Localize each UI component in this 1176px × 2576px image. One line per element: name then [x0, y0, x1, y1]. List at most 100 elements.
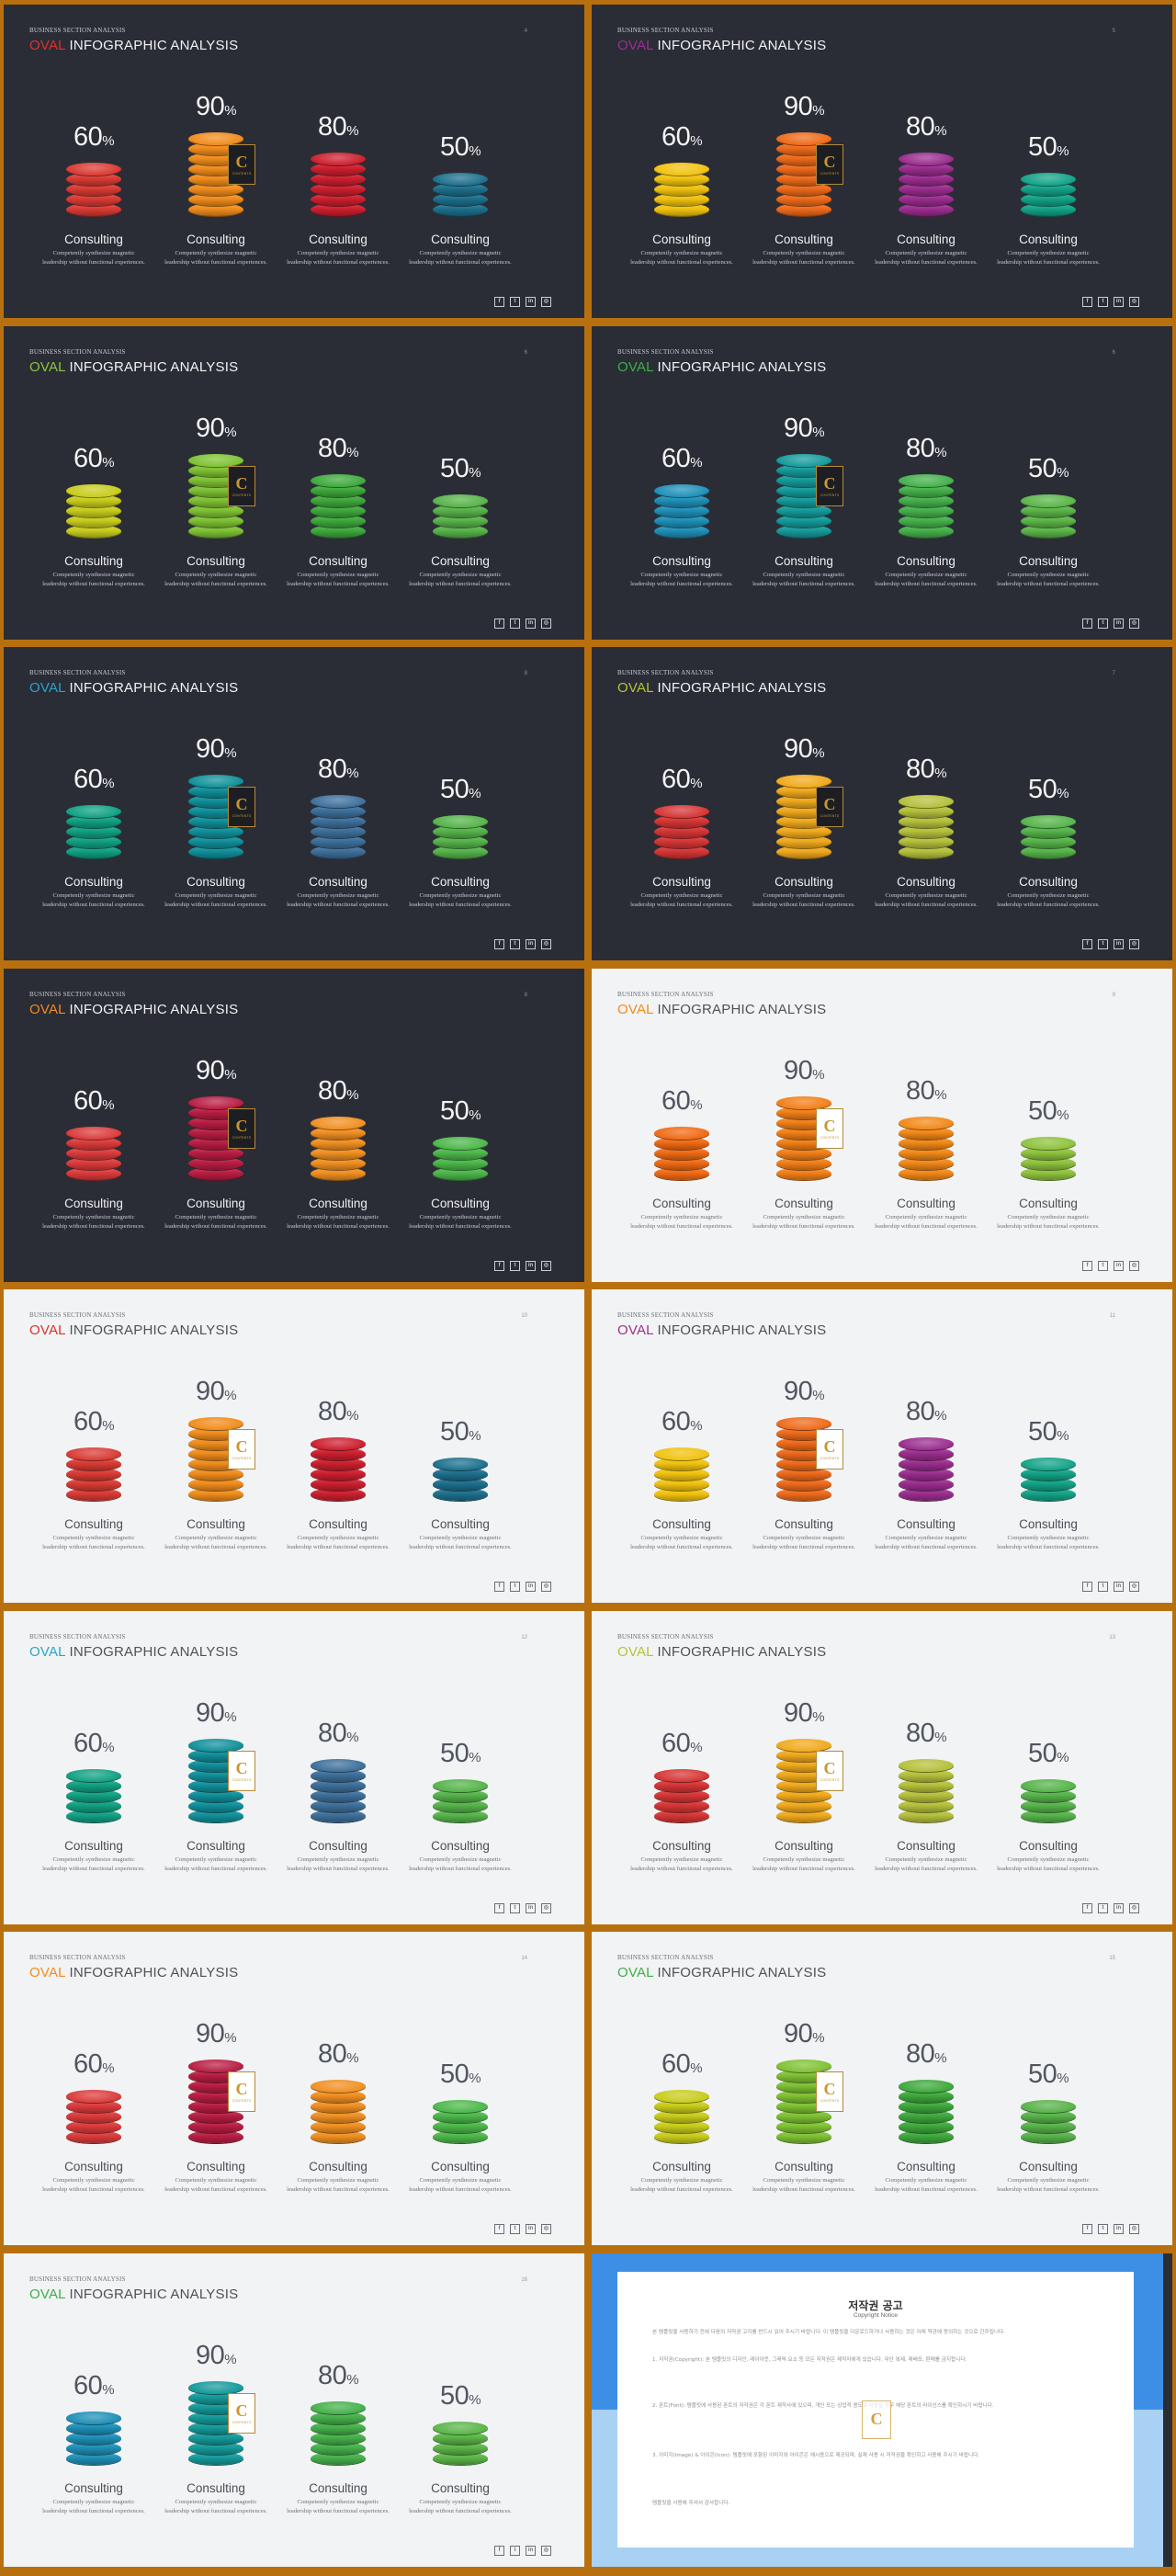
twitter-icon[interactable]: t	[510, 1260, 520, 1271]
twitter-icon[interactable]: t	[1098, 297, 1108, 307]
linkedin-icon[interactable]: in	[526, 1902, 536, 1913]
description-line: leadership without functional experience…	[409, 902, 512, 908]
facebook-icon[interactable]: f	[1082, 939, 1092, 949]
instagram-icon[interactable]: ◎	[541, 1902, 551, 1913]
instagram-icon[interactable]: ◎	[541, 297, 551, 307]
facebook-icon[interactable]: f	[494, 618, 504, 629]
linkedin-icon[interactable]: in	[526, 1260, 536, 1271]
oval-disk	[311, 2080, 366, 2093]
linkedin-icon[interactable]: in	[1114, 939, 1124, 949]
percent-sign: %	[102, 776, 115, 791]
metric-label: Consulting	[431, 1196, 490, 1210]
linkedin-icon[interactable]: in	[526, 297, 536, 307]
percent-number: 60	[73, 1407, 103, 1436]
facebook-icon[interactable]: f	[494, 2224, 504, 2234]
twitter-icon[interactable]: t	[510, 618, 520, 629]
metric-column: 50% Consulting Competently synthesize magn…	[396, 2253, 525, 2567]
instagram-icon[interactable]: ◎	[541, 1582, 551, 1592]
twitter-icon[interactable]: t	[510, 297, 520, 307]
oval-disk	[776, 524, 831, 538]
twitter-icon[interactable]: t	[1098, 1260, 1108, 1271]
percent-number: 50	[439, 453, 469, 483]
twitter-icon[interactable]: t	[1098, 1902, 1108, 1913]
linkedin-icon[interactable]: in	[526, 2545, 536, 2556]
oval-disk	[1021, 2130, 1076, 2143]
instagram-icon[interactable]: ◎	[1129, 939, 1139, 949]
description-line: leadership without functional experience…	[287, 2186, 390, 2193]
twitter-icon[interactable]: t	[510, 1582, 520, 1592]
metric-description: Competently synthesize magnetic leadershi…	[862, 1534, 990, 1552]
percent-number: 60	[661, 765, 691, 794]
twitter-icon[interactable]: t	[1098, 2224, 1108, 2234]
linkedin-icon[interactable]: in	[526, 1582, 536, 1592]
instagram-icon[interactable]: ◎	[541, 1260, 551, 1271]
percent-value: 60%	[29, 1086, 158, 1117]
percent-number: 60	[73, 1728, 103, 1758]
instagram-icon[interactable]: ◎	[541, 939, 551, 949]
oval-disk	[311, 524, 366, 538]
oval-disk	[433, 1809, 488, 1822]
instagram-icon[interactable]: ◎	[1129, 2224, 1139, 2234]
instagram-icon[interactable]: ◎	[1129, 618, 1139, 629]
description-line: Competently synthesize magnetic	[1007, 1213, 1090, 1220]
facebook-icon[interactable]: f	[494, 2545, 504, 2556]
percent-sign: %	[1057, 786, 1069, 801]
facebook-icon[interactable]: f	[494, 939, 504, 949]
twitter-icon[interactable]: t	[1098, 618, 1108, 629]
instagram-icon[interactable]: ◎	[541, 2224, 551, 2234]
oval-disk	[188, 2130, 243, 2143]
oval-disk	[311, 2400, 366, 2414]
metric-label: Consulting	[309, 875, 368, 889]
twitter-icon[interactable]: t	[1098, 939, 1108, 949]
twitter-icon[interactable]: t	[1098, 1582, 1108, 1592]
instagram-icon[interactable]: ◎	[1129, 1582, 1139, 1592]
oval-disk	[66, 2421, 121, 2434]
percent-sign: %	[102, 2381, 115, 2398]
instagram-icon[interactable]: ◎	[541, 618, 551, 629]
facebook-icon[interactable]: f	[494, 1582, 504, 1592]
instagram-icon[interactable]: ◎	[1129, 1902, 1139, 1913]
oval-disk	[433, 2110, 488, 2123]
twitter-icon[interactable]: t	[510, 1902, 520, 1913]
twitter-icon[interactable]: t	[510, 2224, 520, 2234]
metric-description: Competently synthesize magnetic leadershi…	[29, 1213, 158, 1231]
facebook-icon[interactable]: f	[1082, 2224, 1092, 2234]
facebook-icon[interactable]: f	[494, 1260, 504, 1271]
metric-description: Competently synthesize magnetic leadershi…	[29, 2498, 158, 2516]
instagram-icon[interactable]: ◎	[541, 2545, 551, 2556]
twitter-icon[interactable]: t	[510, 939, 520, 949]
facebook-icon[interactable]: f	[1082, 1260, 1092, 1271]
metric-description: Competently synthesize magnetic leadershi…	[152, 2498, 280, 2516]
instagram-icon[interactable]: ◎	[1129, 1260, 1139, 1271]
linkedin-icon[interactable]: in	[1114, 2224, 1124, 2234]
metric-description: Competently synthesize magnetic leadershi…	[152, 891, 280, 910]
linkedin-icon[interactable]: in	[526, 939, 536, 949]
percent-number: 90	[195, 413, 225, 443]
linkedin-icon[interactable]: in	[1114, 1260, 1124, 1271]
facebook-icon[interactable]: f	[1082, 297, 1092, 307]
facebook-icon[interactable]: f	[1082, 618, 1092, 629]
oval-disk	[66, 1166, 121, 1180]
twitter-icon[interactable]: t	[510, 2545, 520, 2556]
facebook-icon[interactable]: f	[1082, 1582, 1092, 1592]
linkedin-icon[interactable]: in	[1114, 1902, 1124, 1913]
logo-text: CONTENTS	[232, 1135, 252, 1140]
oval-disk	[776, 1788, 831, 1802]
linkedin-icon[interactable]: in	[526, 618, 536, 629]
metric-column: 60% Consulting Competently synthesize magn…	[29, 1932, 158, 2245]
facebook-icon[interactable]: f	[494, 1902, 504, 1913]
instagram-icon[interactable]: ◎	[1129, 297, 1139, 307]
percent-sign: %	[812, 2030, 825, 2046]
facebook-icon[interactable]: f	[1082, 1902, 1092, 1913]
facebook-icon[interactable]: f	[494, 297, 504, 307]
linkedin-icon[interactable]: in	[1114, 297, 1124, 307]
oval-disk	[311, 2100, 366, 2113]
linkedin-icon[interactable]: in	[526, 2224, 536, 2234]
metric-column: 50% Consulting Competently synthesize magn…	[984, 1611, 1113, 1924]
oval-disk	[1021, 1488, 1076, 1501]
linkedin-icon[interactable]: in	[1114, 618, 1124, 629]
description-line: leadership without functional experience…	[164, 2186, 267, 2193]
oval-disk	[188, 1478, 243, 1491]
metric-description: Competently synthesize magnetic leadershi…	[617, 891, 746, 910]
linkedin-icon[interactable]: in	[1114, 1582, 1124, 1592]
